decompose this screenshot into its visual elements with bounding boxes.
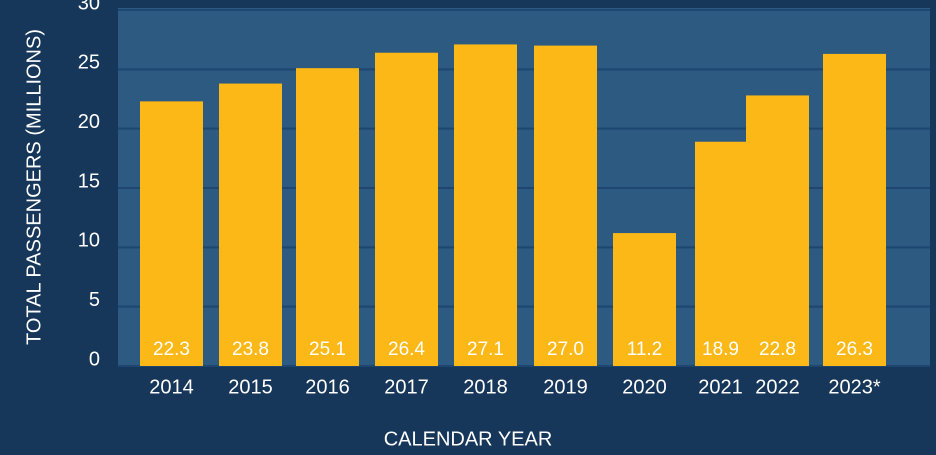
bar xyxy=(823,53,886,366)
y-tick-label: 30 xyxy=(78,0,100,14)
y-tick-label: 10 xyxy=(78,230,100,252)
value-label: 25.1 xyxy=(309,339,346,360)
value-label: 26.4 xyxy=(388,339,425,360)
bar xyxy=(140,101,203,366)
bar xyxy=(746,95,809,366)
bar xyxy=(296,68,359,366)
bar xyxy=(534,45,597,366)
bar xyxy=(375,52,438,366)
y-tick-label: 0 xyxy=(89,348,100,370)
y-tick-label: 15 xyxy=(78,170,100,192)
value-label: 11.2 xyxy=(627,339,663,360)
value-label: 26.3 xyxy=(836,339,873,360)
y-tick-label: 5 xyxy=(89,289,100,311)
y-tick-label: 25 xyxy=(78,52,100,74)
x-tick-label: 2018 xyxy=(463,376,508,398)
y-axis-title: TOTAL PASSENGERS (MILLIONS) xyxy=(23,29,45,345)
bar xyxy=(613,233,676,366)
x-tick-label: 2022 xyxy=(755,376,800,398)
y-tick-label: 20 xyxy=(78,111,100,133)
value-label: 27.1 xyxy=(467,339,504,360)
bar xyxy=(695,141,746,366)
value-label: 18.9 xyxy=(702,339,739,360)
x-tick-label: 2014 xyxy=(149,376,194,398)
bar xyxy=(219,83,282,366)
value-label: 27.0 xyxy=(547,339,584,360)
value-label: 22.3 xyxy=(153,339,190,360)
value-label: 22.8 xyxy=(759,339,796,360)
x-tick-label: 2017 xyxy=(384,376,429,398)
x-tick-label: 2023* xyxy=(828,376,880,398)
x-tick-label: 2019 xyxy=(543,376,588,398)
value-label: 23.8 xyxy=(232,339,269,360)
x-tick-label: 2021 xyxy=(698,376,743,398)
x-axis-title: CALENDAR YEAR xyxy=(384,428,553,450)
bar xyxy=(454,44,517,367)
x-tick-label: 2016 xyxy=(305,376,350,398)
x-tick-label: 2020 xyxy=(622,376,667,398)
x-tick-label: 2015 xyxy=(228,376,273,398)
